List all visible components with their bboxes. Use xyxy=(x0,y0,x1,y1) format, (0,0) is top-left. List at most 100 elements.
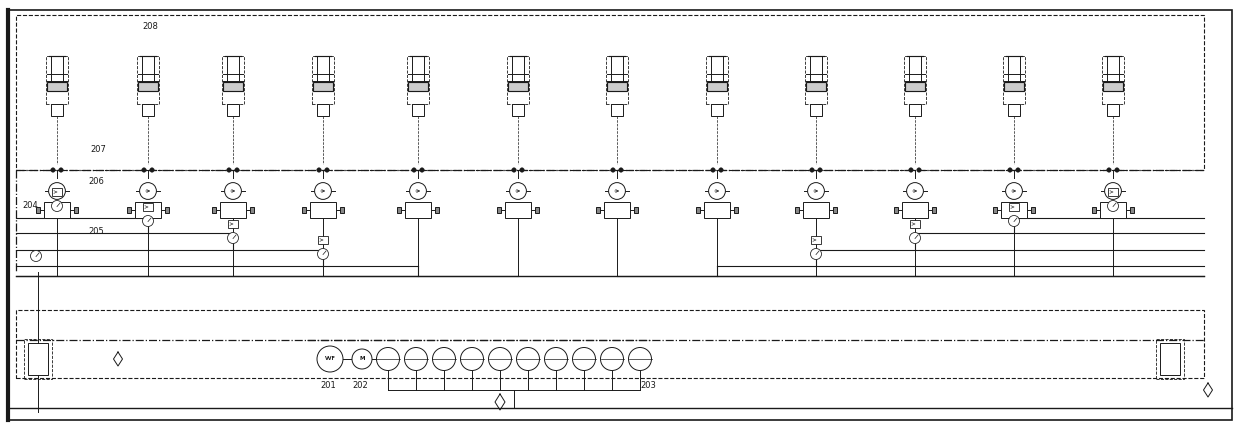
Bar xyxy=(47,82,67,91)
Bar xyxy=(905,82,925,91)
Text: 202: 202 xyxy=(352,381,368,390)
Bar xyxy=(45,202,69,218)
Bar xyxy=(704,202,729,218)
Bar xyxy=(405,202,430,218)
Bar xyxy=(1002,202,1027,218)
Circle shape xyxy=(512,168,516,172)
Bar xyxy=(832,207,837,213)
Bar xyxy=(303,207,306,213)
Bar xyxy=(611,104,622,116)
Bar xyxy=(312,56,334,104)
Bar xyxy=(507,56,529,104)
Circle shape xyxy=(227,168,231,172)
Bar xyxy=(910,220,920,228)
Circle shape xyxy=(58,168,63,172)
Circle shape xyxy=(1016,168,1021,172)
Bar xyxy=(16,310,1204,378)
Circle shape xyxy=(412,168,417,172)
Text: 205: 205 xyxy=(88,226,104,235)
Circle shape xyxy=(409,183,427,199)
Circle shape xyxy=(573,348,595,371)
Circle shape xyxy=(31,250,41,262)
Text: 206: 206 xyxy=(88,178,104,187)
Bar xyxy=(707,82,727,91)
Bar xyxy=(138,82,157,91)
Bar xyxy=(697,207,701,213)
Text: 208: 208 xyxy=(143,21,157,30)
Circle shape xyxy=(317,346,343,372)
Circle shape xyxy=(352,349,372,369)
Circle shape xyxy=(719,168,723,172)
Circle shape xyxy=(818,168,822,172)
Circle shape xyxy=(143,216,154,226)
Text: 204: 204 xyxy=(22,202,37,211)
Bar xyxy=(143,104,154,116)
Bar xyxy=(1100,202,1126,218)
Bar xyxy=(903,202,928,218)
Bar xyxy=(227,104,239,116)
Circle shape xyxy=(234,168,239,172)
Circle shape xyxy=(811,249,821,259)
Circle shape xyxy=(1107,168,1111,172)
Bar xyxy=(221,202,246,218)
Circle shape xyxy=(433,348,455,371)
Circle shape xyxy=(141,168,146,172)
Bar xyxy=(804,202,828,218)
Bar xyxy=(734,207,738,213)
Bar xyxy=(46,56,68,104)
Bar xyxy=(1156,339,1184,379)
Bar xyxy=(1107,104,1118,116)
Circle shape xyxy=(517,348,539,371)
Bar xyxy=(534,207,538,213)
Bar xyxy=(312,82,334,91)
Circle shape xyxy=(224,183,242,199)
Bar xyxy=(222,56,244,104)
Bar xyxy=(143,203,153,211)
Text: 201: 201 xyxy=(320,381,336,390)
Circle shape xyxy=(377,348,399,371)
Circle shape xyxy=(600,348,624,371)
Bar xyxy=(1159,343,1180,375)
Bar xyxy=(1030,207,1034,213)
Bar xyxy=(604,202,630,218)
Bar xyxy=(805,56,827,104)
Bar xyxy=(811,236,821,244)
Bar xyxy=(407,56,429,104)
Bar xyxy=(909,104,921,116)
Circle shape xyxy=(1006,183,1023,199)
Circle shape xyxy=(420,168,424,172)
Bar xyxy=(1104,82,1123,91)
Bar xyxy=(51,104,63,116)
Bar xyxy=(408,82,428,91)
Circle shape xyxy=(544,348,568,371)
Bar xyxy=(1109,188,1118,196)
Bar xyxy=(1009,203,1019,211)
Text: VVF: VVF xyxy=(325,357,336,362)
Bar xyxy=(29,343,48,375)
Bar xyxy=(52,188,62,196)
Circle shape xyxy=(810,168,815,172)
Bar xyxy=(506,202,531,218)
Circle shape xyxy=(807,183,825,199)
Bar xyxy=(712,104,723,116)
Bar xyxy=(212,207,217,213)
Bar xyxy=(136,56,159,104)
Bar xyxy=(317,104,329,116)
Bar xyxy=(165,207,169,213)
Bar xyxy=(497,207,501,213)
Circle shape xyxy=(611,168,615,172)
Circle shape xyxy=(316,168,321,172)
Bar xyxy=(223,82,243,91)
Circle shape xyxy=(619,168,624,172)
Bar xyxy=(16,15,1204,170)
Circle shape xyxy=(1008,168,1012,172)
Bar xyxy=(894,207,899,213)
Circle shape xyxy=(404,348,428,371)
Bar xyxy=(128,207,131,213)
Circle shape xyxy=(510,183,527,199)
Circle shape xyxy=(1008,216,1019,226)
Bar xyxy=(795,207,800,213)
Bar xyxy=(1003,56,1025,104)
Circle shape xyxy=(1107,200,1118,211)
Bar xyxy=(806,82,826,91)
